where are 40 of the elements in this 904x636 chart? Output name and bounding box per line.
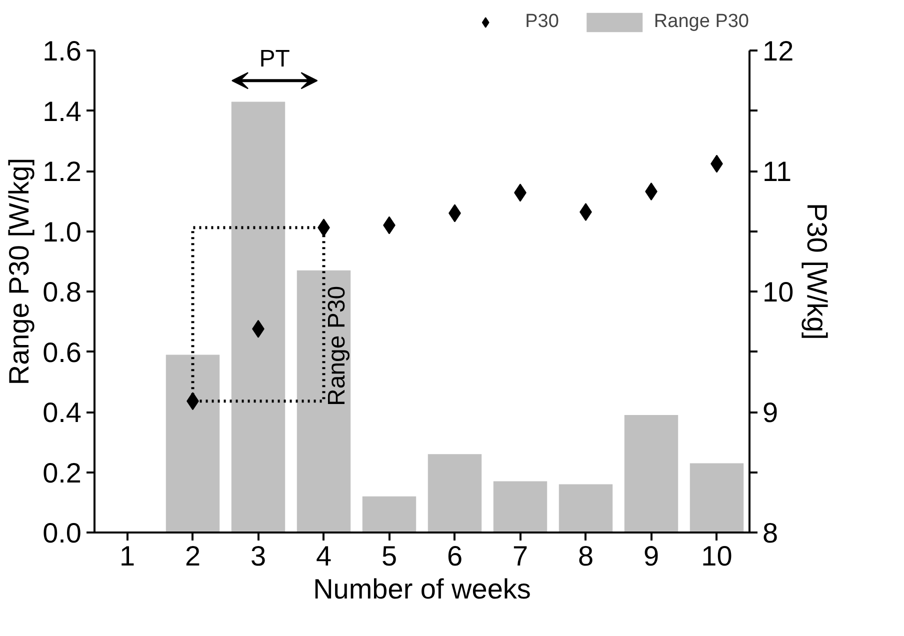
y2-tick-label: 12 xyxy=(762,36,794,66)
y-tick-label: 0.8 xyxy=(42,276,82,308)
y2-axis-title: P30 [W/kg] xyxy=(802,203,833,340)
y-tick-label: 0.4 xyxy=(42,397,82,428)
x-tick-label: 1 xyxy=(119,540,136,572)
x-tick-label: 3 xyxy=(250,540,266,572)
bar xyxy=(166,354,220,532)
bar xyxy=(362,496,416,532)
bar xyxy=(624,415,678,532)
y-tick-label: 1.2 xyxy=(42,156,82,187)
x-tick-label: 7 xyxy=(512,540,528,572)
y2-tick-label: 8 xyxy=(762,518,778,548)
bar xyxy=(428,454,482,532)
bar xyxy=(558,484,613,532)
y-tick-label: 0.0 xyxy=(42,518,82,548)
y2-tick-label: 10 xyxy=(762,276,794,308)
bar xyxy=(231,102,286,532)
legend-label: P30 xyxy=(525,11,559,33)
y2-tick-label: 9 xyxy=(762,397,778,428)
x-tick-label: 2 xyxy=(184,540,201,572)
bar xyxy=(690,463,744,532)
y-tick-label: 0.2 xyxy=(42,457,82,488)
legend-label: Range P30 xyxy=(654,11,749,33)
annotation: Range P30 xyxy=(323,286,350,406)
x-tick-label: 8 xyxy=(578,540,594,572)
y2-tick-label: 11 xyxy=(762,156,792,187)
y-tick-label: 1.6 xyxy=(42,36,82,66)
bar xyxy=(296,270,351,532)
x-tick-label: 5 xyxy=(381,540,398,572)
annotation: PT xyxy=(259,46,290,73)
x-tick-label: 4 xyxy=(316,540,332,572)
y-tick-label: 0.6 xyxy=(42,336,82,368)
x-tick-label: 10 xyxy=(701,540,732,572)
y-tick-label: 1.4 xyxy=(42,96,82,127)
x-tick-label: 6 xyxy=(446,540,463,572)
x-tick-label: 9 xyxy=(643,540,660,572)
y-tick-label: 1.0 xyxy=(42,216,82,248)
bar xyxy=(493,481,548,532)
y-axis-title: Range P30 [W/kg] xyxy=(4,158,35,386)
x-axis-title: Number of weeks xyxy=(313,574,531,604)
